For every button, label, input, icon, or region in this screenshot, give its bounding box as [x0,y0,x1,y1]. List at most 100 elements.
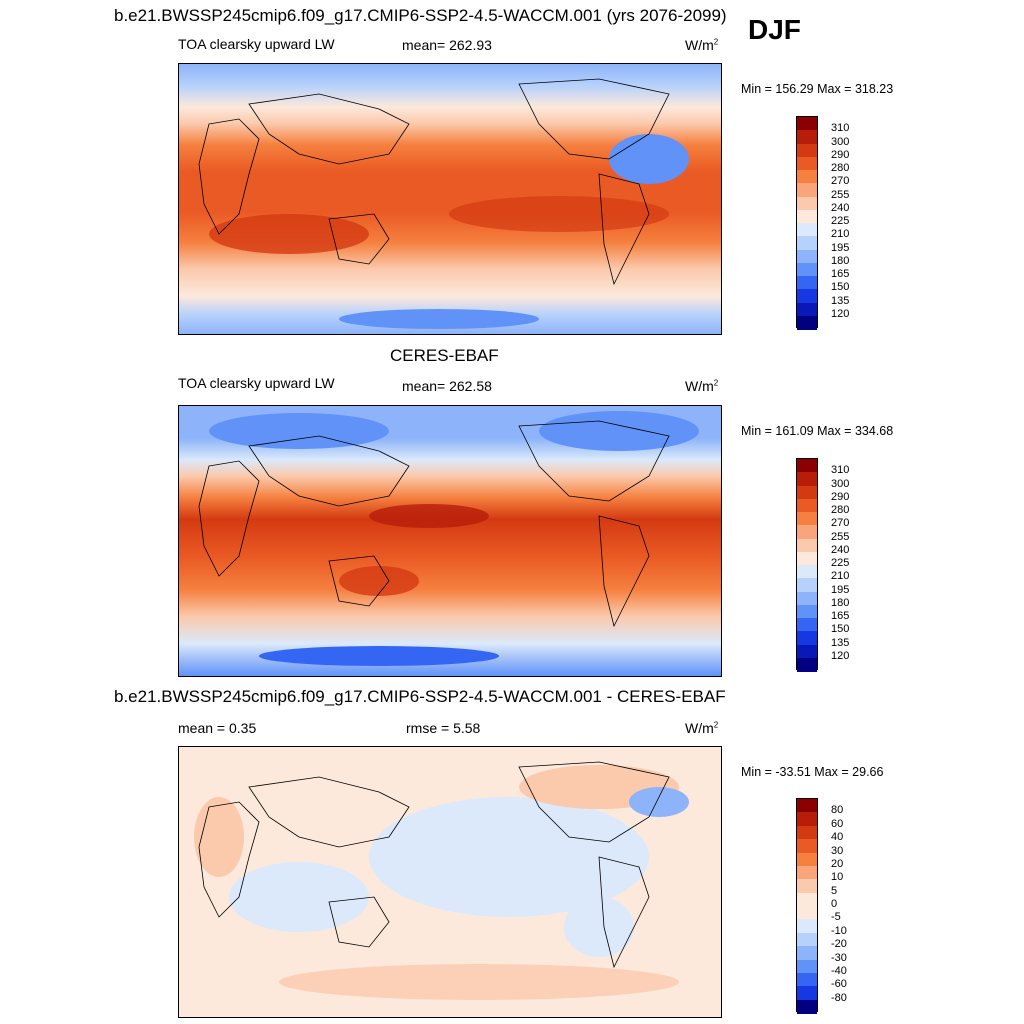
colorbar-tick-label: -30 [831,951,847,964]
colorbar-swatch [797,839,817,853]
colorbar-swatch [797,644,817,659]
colorbar-model-swatches [796,116,818,330]
colorbar-tick-label: -10 [831,924,847,937]
colorbar-tick-label: 20 [831,857,844,870]
colorbar-tick-label: 225 [831,215,850,227]
colorbar-tick-label: 195 [831,241,850,254]
colorbar-tick-label: 270 [831,517,850,530]
diff-title: b.e21.BWSSP245cmip6.f09_g17.CMIP6-SSP2-4… [114,687,726,706]
colorbar-swatch [797,209,817,224]
colorbar-swatch [797,657,817,672]
colorbar-tick-label: 5 [831,884,838,897]
colorbar-swatch [797,315,817,330]
colorbar-tick-label: 30 [831,844,844,857]
colorbar-swatch [797,812,817,827]
obs-title: CERES-EBAF [390,346,499,365]
colorbar-tick-label: 290 [831,490,850,503]
map-model [178,63,722,335]
colorbar-tick-label: 40 [831,831,844,844]
colorbar-swatch [797,183,817,197]
colorbar-swatch [797,618,817,632]
colorbar-tick-label: 255 [831,530,850,543]
panel-diff-rmse: rmse = 5.58 [406,720,481,736]
colorbar-swatch [797,591,817,606]
colorbar-tick-label: 280 [831,162,850,174]
colorbar-swatch [797,459,817,473]
colorbar-tick-label: 310 [831,122,850,135]
colorbar-swatch [797,472,817,486]
colorbar-swatch [797,906,817,920]
colorbar-swatch [797,170,817,184]
colorbar-swatch [797,236,817,250]
panel-model-mean: mean= 262.93 [402,37,492,53]
colorbar-swatch [797,932,817,947]
panel-obs-minmax: Min = 161.09 Max = 334.68 [741,424,894,438]
colorbar-swatch [797,117,817,131]
colorbar-swatch [797,262,817,277]
colorbar-tick-label: 150 [831,281,850,294]
colorbar-swatch [797,946,817,960]
colorbar-tick-label: 120 [831,649,850,662]
colorbar-swatch [797,959,817,974]
panel-model-unit: W/m2 [685,37,719,53]
colorbar-swatch [797,143,817,158]
colorbar-tick-label: 120 [831,307,850,320]
colorbar-tick-label: -60 [831,978,847,991]
colorbar-tick-label: 290 [831,148,850,161]
panel-diff-unit: W/m2 [685,720,719,736]
colorbar-tick-label: 180 [831,596,850,609]
colorbar-swatch [797,130,817,144]
map-diff [178,746,722,1018]
colorbar-tick-label: 0 [831,898,838,910]
season-label: DJF [748,14,801,45]
colorbar-swatch [797,999,817,1014]
colorbar-swatch [797,551,817,566]
colorbar-tick-label: -80 [831,991,847,1004]
colorbar-tick-label: 135 [831,636,850,649]
colorbar-swatch [797,525,817,539]
panel-obs-mean: mean= 262.58 [402,378,492,394]
colorbar-swatch [797,972,817,987]
colorbar-swatch [797,302,817,317]
colorbar-swatch [797,289,817,303]
colorbar-swatch [797,485,817,500]
colorbar-swatch [797,865,817,880]
colorbar-tick-label: 310 [831,464,850,477]
colorbar-tick-label: 300 [831,477,850,490]
colorbar-swatch [797,565,817,579]
panel-obs-variable: TOA clearsky upward LW [178,375,335,391]
colorbar-tick-label: 255 [831,188,850,201]
panel-diff-minmax: Min = -33.51 Max = 29.66 [741,765,884,779]
colorbar-tick-label: 280 [831,504,850,516]
colorbar-swatch [797,604,817,619]
colorbar-tick-label: 180 [831,254,850,267]
panel-diff-mean: mean = 0.35 [178,720,257,736]
colorbar-tick-label: 60 [831,817,844,830]
colorbar-tick-label: 10 [831,871,844,884]
colorbar-swatch [797,879,817,894]
colorbar-tick-label: -5 [831,911,841,924]
colorbar-swatch [797,799,817,813]
colorbar-tick-label: 210 [831,570,850,583]
colorbar-swatch [797,919,817,934]
colorbar-tick-label: -20 [831,938,847,951]
colorbar-tick-label: 240 [831,543,850,556]
map-obs [178,405,722,677]
colorbar-tick-label: 210 [831,228,850,241]
colorbar-swatch [797,578,817,592]
colorbar-swatch [797,498,817,513]
colorbar-swatch [797,825,817,840]
colorbar-swatch [797,249,817,264]
colorbar-swatch [797,156,817,171]
colorbar-diff-swatches [796,798,818,1014]
colorbar-swatch [797,631,817,645]
colorbar-swatch [797,986,817,1001]
panel-model-minmax: Min = 156.29 Max = 318.23 [741,82,894,96]
colorbar-tick-label: 300 [831,135,850,148]
case-title: b.e21.BWSSP245cmip6.f09_g17.CMIP6-SSP2-4… [114,6,727,25]
colorbar-swatch [797,223,817,237]
colorbar-tick-label: 195 [831,583,850,596]
colorbar-tick-label: 135 [831,294,850,307]
colorbar-tick-label: 80 [831,804,844,817]
colorbar-swatch [797,852,817,867]
